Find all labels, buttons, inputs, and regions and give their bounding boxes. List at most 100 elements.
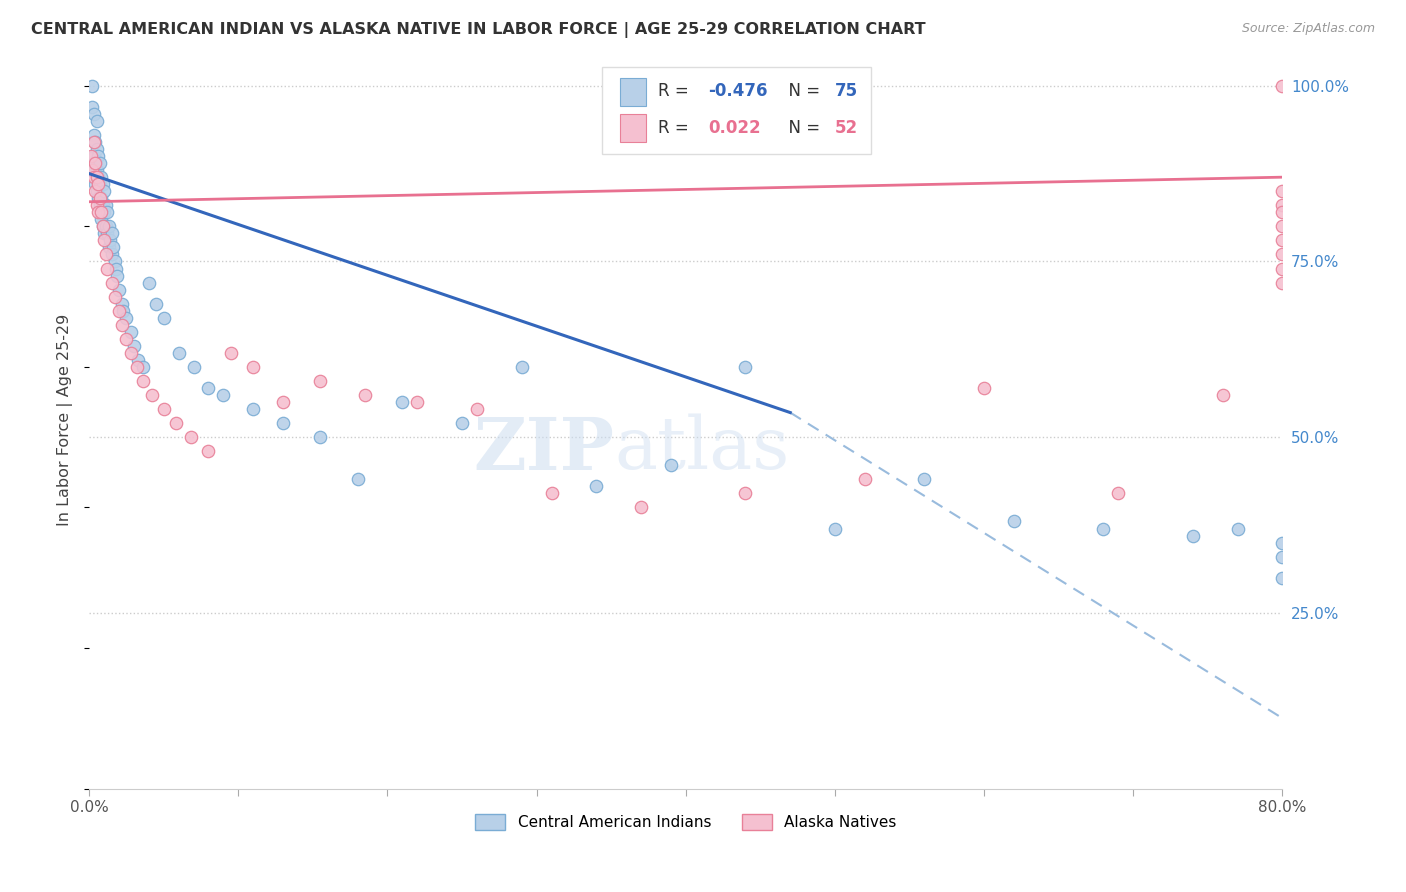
Point	[112, 303, 135, 318]
Text: atlas: atlas	[614, 414, 790, 484]
Point	[97, 219, 120, 234]
Point	[141, 388, 163, 402]
Point	[120, 325, 142, 339]
Point	[90, 191, 112, 205]
Point	[132, 359, 155, 374]
Point	[1271, 261, 1294, 276]
Point	[93, 234, 115, 248]
Point	[465, 402, 488, 417]
Point	[84, 135, 107, 149]
Point	[87, 170, 110, 185]
Text: 75: 75	[835, 82, 858, 100]
Point	[86, 163, 108, 178]
Point	[103, 254, 125, 268]
Point	[271, 395, 294, 409]
Point	[853, 472, 876, 486]
Point	[89, 198, 111, 212]
Point	[120, 346, 142, 360]
Point	[108, 283, 131, 297]
Point	[914, 472, 936, 486]
Point	[93, 205, 115, 219]
Point	[91, 219, 114, 234]
FancyBboxPatch shape	[620, 78, 647, 106]
Point	[1271, 276, 1294, 290]
Point	[1271, 535, 1294, 549]
Point	[1002, 515, 1025, 529]
Point	[1271, 247, 1294, 261]
Point	[451, 416, 474, 430]
Point	[630, 500, 652, 515]
Point	[1107, 486, 1129, 500]
Point	[94, 247, 117, 261]
Point	[86, 184, 108, 198]
Text: CENTRAL AMERICAN INDIAN VS ALASKA NATIVE IN LABOR FORCE | AGE 25-29 CORRELATION : CENTRAL AMERICAN INDIAN VS ALASKA NATIVE…	[31, 22, 925, 38]
Text: -0.476: -0.476	[709, 82, 768, 100]
Point	[84, 184, 107, 198]
Y-axis label: In Labor Force | Age 25-29: In Labor Force | Age 25-29	[58, 313, 73, 525]
Point	[1092, 522, 1115, 536]
Point	[100, 276, 122, 290]
Text: 0.022: 0.022	[709, 119, 761, 137]
Text: R =: R =	[658, 82, 695, 100]
Point	[100, 227, 122, 241]
Point	[152, 402, 174, 417]
Text: Source: ZipAtlas.com: Source: ZipAtlas.com	[1241, 22, 1375, 36]
Point	[101, 240, 124, 254]
Point	[1212, 388, 1234, 402]
Point	[540, 486, 562, 500]
Point	[79, 149, 101, 163]
Point	[86, 114, 108, 128]
Point	[510, 359, 533, 374]
Point	[89, 191, 111, 205]
Point	[219, 346, 242, 360]
Point	[309, 374, 332, 388]
Point	[103, 290, 125, 304]
Point	[93, 227, 115, 241]
Point	[111, 296, 134, 310]
Point	[165, 416, 187, 430]
Point	[824, 522, 846, 536]
Point	[197, 444, 219, 458]
Point	[212, 388, 235, 402]
Point	[83, 128, 105, 142]
Point	[91, 177, 114, 191]
Point	[83, 135, 105, 149]
Point	[391, 395, 413, 409]
Point	[406, 395, 429, 409]
Point	[83, 170, 105, 185]
Point	[89, 177, 111, 191]
Text: R =: R =	[658, 119, 695, 137]
Point	[86, 142, 108, 156]
Point	[127, 352, 149, 367]
Point	[87, 205, 110, 219]
Point	[1271, 78, 1294, 93]
Point	[90, 170, 112, 185]
Point	[1271, 571, 1294, 585]
Point	[82, 100, 104, 114]
Point	[94, 219, 117, 234]
Point	[96, 205, 118, 219]
Legend: Central American Indians, Alaska Natives: Central American Indians, Alaska Natives	[468, 808, 903, 836]
Point	[79, 163, 101, 178]
Point	[271, 416, 294, 430]
Point	[84, 156, 107, 170]
Point	[138, 276, 160, 290]
Point	[1271, 549, 1294, 564]
Point	[734, 359, 756, 374]
Point	[82, 163, 104, 178]
Point	[183, 359, 205, 374]
Point	[180, 430, 202, 444]
Point	[105, 261, 128, 276]
Point	[242, 402, 264, 417]
Point	[91, 198, 114, 212]
Point	[97, 240, 120, 254]
Point	[346, 472, 368, 486]
Point	[152, 310, 174, 325]
Point	[197, 381, 219, 395]
Point	[125, 359, 148, 374]
Point	[86, 170, 108, 185]
Point	[84, 177, 107, 191]
Point	[84, 156, 107, 170]
Point	[1271, 205, 1294, 219]
Point	[659, 458, 682, 473]
